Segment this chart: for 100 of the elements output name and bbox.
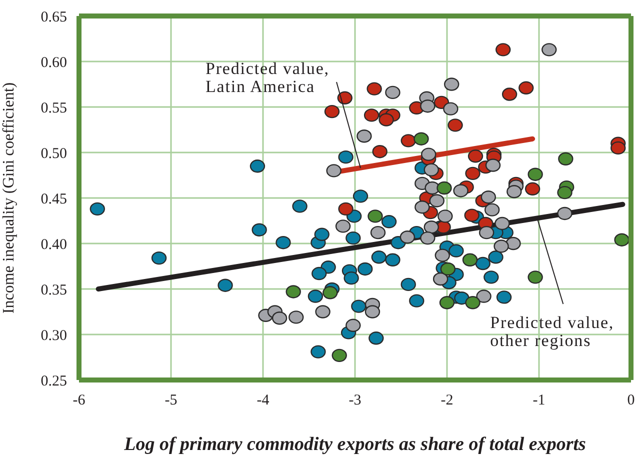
point [364, 108, 380, 122]
point [358, 262, 373, 276]
point [352, 190, 368, 203]
point [312, 266, 327, 280]
point [506, 185, 522, 198]
point [494, 240, 509, 253]
point [218, 278, 233, 292]
point [338, 150, 354, 164]
y-tick-label: 0.65 [40, 9, 67, 26]
point [400, 230, 416, 244]
point [381, 215, 397, 228]
point [314, 228, 330, 241]
point [465, 166, 480, 180]
point [324, 104, 340, 118]
point [496, 43, 511, 56]
point [518, 81, 534, 94]
point [90, 202, 105, 216]
point [438, 210, 453, 223]
y-tick-label: 0.55 [40, 100, 67, 116]
point [432, 272, 448, 286]
y-tick-label: 0.60 [40, 54, 67, 71]
point [484, 270, 499, 284]
point [424, 163, 439, 176]
point [337, 91, 352, 104]
point [252, 223, 267, 236]
point [372, 144, 388, 158]
y-tick-label: 0.45 [40, 191, 67, 208]
point [332, 348, 347, 362]
point [440, 262, 456, 276]
point [310, 345, 326, 358]
x-tick-label: -1 [532, 392, 546, 409]
point [480, 190, 496, 204]
point [475, 256, 490, 270]
point [462, 253, 478, 266]
point [364, 305, 380, 318]
point [420, 99, 436, 113]
point [465, 296, 480, 310]
point [292, 200, 308, 213]
point [448, 118, 463, 132]
point [485, 158, 501, 172]
point [378, 113, 394, 126]
point [502, 88, 518, 101]
point [288, 310, 304, 324]
point [385, 86, 400, 100]
point [400, 278, 416, 292]
point [494, 216, 510, 230]
point [542, 43, 557, 56]
point [488, 250, 504, 264]
x-tick-label: 0 [627, 392, 635, 409]
point [335, 220, 351, 233]
point [557, 206, 572, 220]
point [385, 253, 400, 266]
point [484, 203, 500, 216]
point [444, 78, 460, 91]
point [151, 251, 167, 265]
x-tick-label: -4 [256, 392, 270, 409]
point [436, 181, 452, 195]
point [308, 290, 324, 303]
point [322, 286, 338, 300]
point [370, 226, 386, 240]
point [506, 236, 521, 250]
x-axis-title: Log of primary commodity exports as share of total exports [123, 434, 586, 455]
point [453, 184, 468, 198]
point [409, 294, 424, 308]
point [420, 231, 436, 245]
point [468, 150, 484, 163]
point [286, 285, 301, 298]
point [366, 82, 382, 96]
x-tick-label: -6 [72, 392, 86, 409]
point [454, 292, 470, 305]
y-tick-label: 0.35 [40, 282, 67, 298]
point [448, 244, 464, 258]
point [443, 102, 458, 116]
y-tick-label: 0.30 [40, 328, 67, 344]
point [528, 270, 543, 284]
point [414, 132, 429, 146]
x-tick-label: -2 [440, 392, 454, 409]
point [557, 186, 572, 200]
point [464, 208, 480, 222]
annotation: Predicted value, other regions [490, 313, 614, 350]
point [424, 220, 439, 234]
point [400, 134, 416, 148]
point [356, 130, 372, 143]
y-tick-label: 0.50 [40, 146, 67, 162]
y-axis-title: Income inequality (Gini coefficient) [0, 82, 18, 314]
point [315, 305, 330, 318]
y-tick-label: 0.25 [40, 373, 67, 390]
point [371, 250, 387, 264]
point [344, 271, 359, 285]
y-tick-label: 0.40 [40, 236, 67, 253]
point [429, 194, 444, 208]
point [421, 148, 436, 161]
x-tick-label: -3 [348, 392, 362, 409]
point [368, 210, 383, 223]
point [610, 141, 626, 155]
point [524, 182, 540, 196]
point [368, 332, 384, 345]
x-tick-label: -5 [164, 392, 178, 409]
point [346, 318, 361, 332]
point [478, 226, 494, 240]
